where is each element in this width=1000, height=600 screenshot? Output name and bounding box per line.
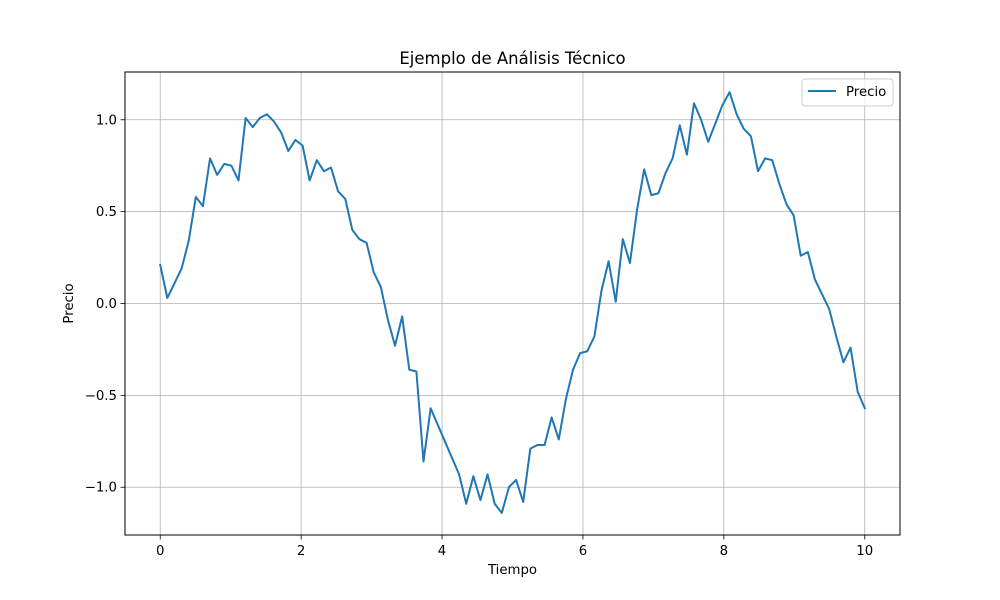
x-axis-label: Tiempo: [487, 563, 537, 578]
x-axis-ticks: 0 2 4 6 8 10: [156, 535, 873, 559]
legend: Precio: [801, 78, 894, 107]
y-axis-ticks: −1.0 −0.5 0.0 0.5 1.0: [85, 113, 125, 496]
x-tick-label: 4: [438, 544, 446, 559]
y-tick-label: 0.0: [96, 297, 117, 312]
y-tick-label: 0.5: [96, 205, 117, 220]
x-tick-label: 2: [297, 544, 305, 559]
y-tick-label: −0.5: [85, 389, 117, 404]
chart-title: Ejemplo de Análisis Técnico: [399, 49, 625, 68]
x-tick-label: 0: [156, 544, 164, 559]
y-axis-label: Precio: [62, 283, 77, 323]
plot-lines: [159, 91, 867, 514]
legend-label: Precio: [846, 85, 886, 100]
grid-lines: [125, 72, 900, 535]
y-tick-label: 1.0: [96, 113, 117, 128]
x-tick-label: 8: [720, 544, 728, 559]
legend-box: [801, 78, 894, 107]
series-line-precio: [159, 91, 867, 514]
y-tick-label: −1.0: [85, 481, 117, 496]
x-tick-label: 6: [579, 544, 587, 559]
x-tick-label: 10: [856, 544, 873, 559]
